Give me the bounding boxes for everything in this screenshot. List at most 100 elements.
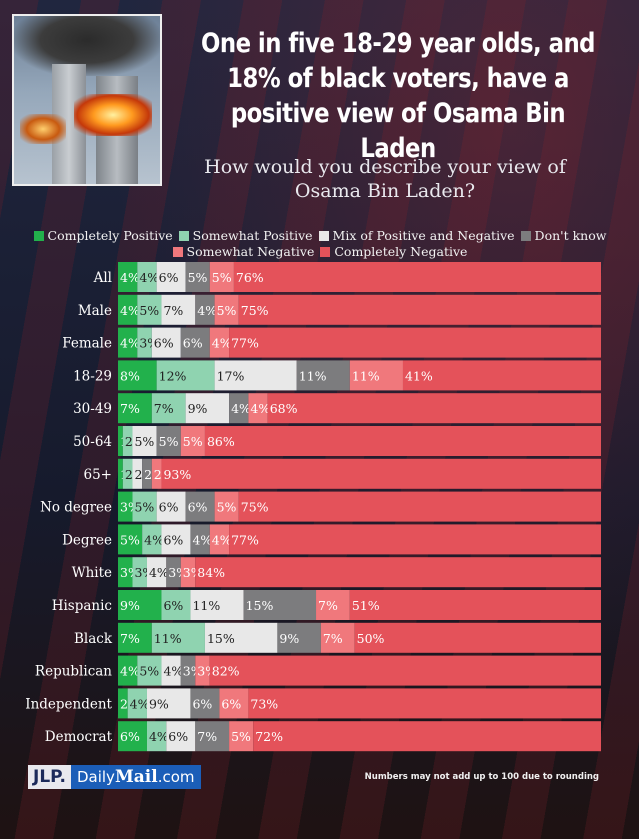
- data-label: 50%: [357, 631, 385, 646]
- data-label: 9%: [188, 401, 208, 416]
- bar-segment: [127, 688, 147, 719]
- bar-segment: [118, 557, 133, 588]
- footnote: Numbers may not add up to 100 due to rou…: [364, 772, 599, 782]
- bar-segment: [118, 393, 152, 424]
- data-label: 5%: [188, 270, 208, 285]
- data-label: 4%: [231, 401, 251, 416]
- bar-segment: [118, 294, 138, 325]
- legend-swatch: [33, 231, 44, 241]
- data-label: 82%: [212, 664, 240, 679]
- category-label: Male: [78, 303, 112, 319]
- bar-segment: [137, 655, 162, 686]
- legend-label: Completely Positive: [47, 228, 173, 243]
- bar-segment: [137, 294, 162, 325]
- data-label: 6%: [188, 500, 208, 515]
- category-label: Independent: [25, 696, 112, 712]
- bar-segment: [161, 294, 196, 325]
- chart-title: How would you describe your view of Osam…: [204, 156, 566, 202]
- bar-segment: [180, 327, 210, 358]
- category-label: Hispanic: [52, 598, 112, 614]
- bar-segment: [248, 688, 601, 719]
- bar-segment: [118, 491, 133, 522]
- data-label: 4%: [120, 664, 140, 679]
- category-label: Republican: [35, 664, 112, 680]
- bar-segment: [195, 721, 230, 752]
- bar-segment: [146, 688, 191, 719]
- legend-swatch: [172, 247, 183, 257]
- bar-segment: [238, 491, 601, 522]
- bar-segment: [185, 393, 230, 424]
- data-label: 4%: [192, 532, 212, 547]
- bar-segment: [118, 360, 157, 391]
- legend-label: Don't know: [534, 228, 607, 243]
- data-label: 4%: [250, 401, 270, 416]
- data-label: 6%: [159, 500, 179, 515]
- data-label: 6%: [163, 598, 183, 613]
- data-label: 73%: [250, 696, 278, 711]
- data-label: 4%: [139, 270, 159, 285]
- category-label: White: [72, 565, 112, 581]
- legend-item: Don't know: [520, 228, 607, 244]
- bar-segment: [118, 524, 143, 555]
- bar-segment: [195, 557, 601, 588]
- bar-segment: [118, 590, 162, 620]
- legend-swatch: [318, 231, 329, 241]
- category-label: 30-49: [73, 401, 112, 417]
- bar-segment: [118, 458, 123, 489]
- data-label: 4%: [130, 696, 150, 711]
- bar-segment: [132, 557, 147, 588]
- data-label: 41%: [405, 368, 433, 383]
- bar-segment: [354, 622, 601, 653]
- data-label: 5%: [139, 664, 159, 679]
- dailymail-logo: DailyMail.com: [70, 765, 201, 789]
- bar-segment: [320, 622, 355, 653]
- data-label: 9%: [120, 598, 140, 613]
- bar-segment: [132, 491, 157, 522]
- bar-segment: [402, 360, 601, 391]
- data-label: 17%: [217, 368, 245, 383]
- legend-swatch: [178, 231, 189, 241]
- data-label: 68%: [270, 401, 298, 416]
- data-label: 51%: [352, 598, 380, 613]
- data-label: 6%: [192, 696, 212, 711]
- data-label: 7%: [154, 401, 174, 416]
- bar-segment: [190, 524, 210, 555]
- bar-segment: [209, 327, 230, 358]
- bar-segment: [122, 426, 133, 456]
- stacked-bar-chart: All 4% 4% 6% 5% 5% 76%Male 4% 5% 7% 4% 5% 75%Female 4…: [25, 262, 602, 752]
- legend-item: Completely Negative: [320, 244, 467, 260]
- data-label: 5%: [212, 270, 232, 285]
- bar-segment: [190, 590, 244, 620]
- bar-segment: [209, 524, 230, 555]
- bar-segment: [180, 426, 205, 456]
- data-label: 4%: [120, 336, 140, 351]
- bar-segment: [214, 294, 239, 325]
- bar-segment: [180, 655, 196, 686]
- bar-segment: [161, 458, 601, 489]
- data-label: 6%: [183, 336, 203, 351]
- bar-segment: [209, 655, 601, 686]
- data-label: 11%: [299, 368, 327, 383]
- bar-segment: [122, 458, 133, 489]
- data-label: 84%: [197, 565, 225, 580]
- legend-label: Completely Negative: [334, 244, 468, 259]
- data-label: 15%: [246, 598, 274, 613]
- bar-segment: [137, 262, 157, 292]
- category-label: All: [93, 270, 112, 286]
- data-label: 12%: [159, 368, 187, 383]
- bar-segment: [118, 262, 138, 292]
- data-label: 4%: [120, 303, 140, 318]
- bar-segment: [142, 458, 152, 489]
- bar-segment: [233, 262, 602, 292]
- data-label: 5%: [134, 500, 154, 515]
- bar-segment: [219, 688, 249, 719]
- bar-segment: [118, 655, 138, 686]
- bar-segment: [253, 721, 602, 752]
- legend-label: Somewhat Positive: [192, 228, 313, 243]
- category-label: Democrat: [45, 729, 113, 745]
- legend-item: Somewhat Positive: [178, 228, 313, 244]
- data-label: 7%: [120, 401, 140, 416]
- bar-segment: [118, 426, 123, 456]
- bar-segment: [146, 721, 167, 752]
- bar-segment: [166, 721, 196, 752]
